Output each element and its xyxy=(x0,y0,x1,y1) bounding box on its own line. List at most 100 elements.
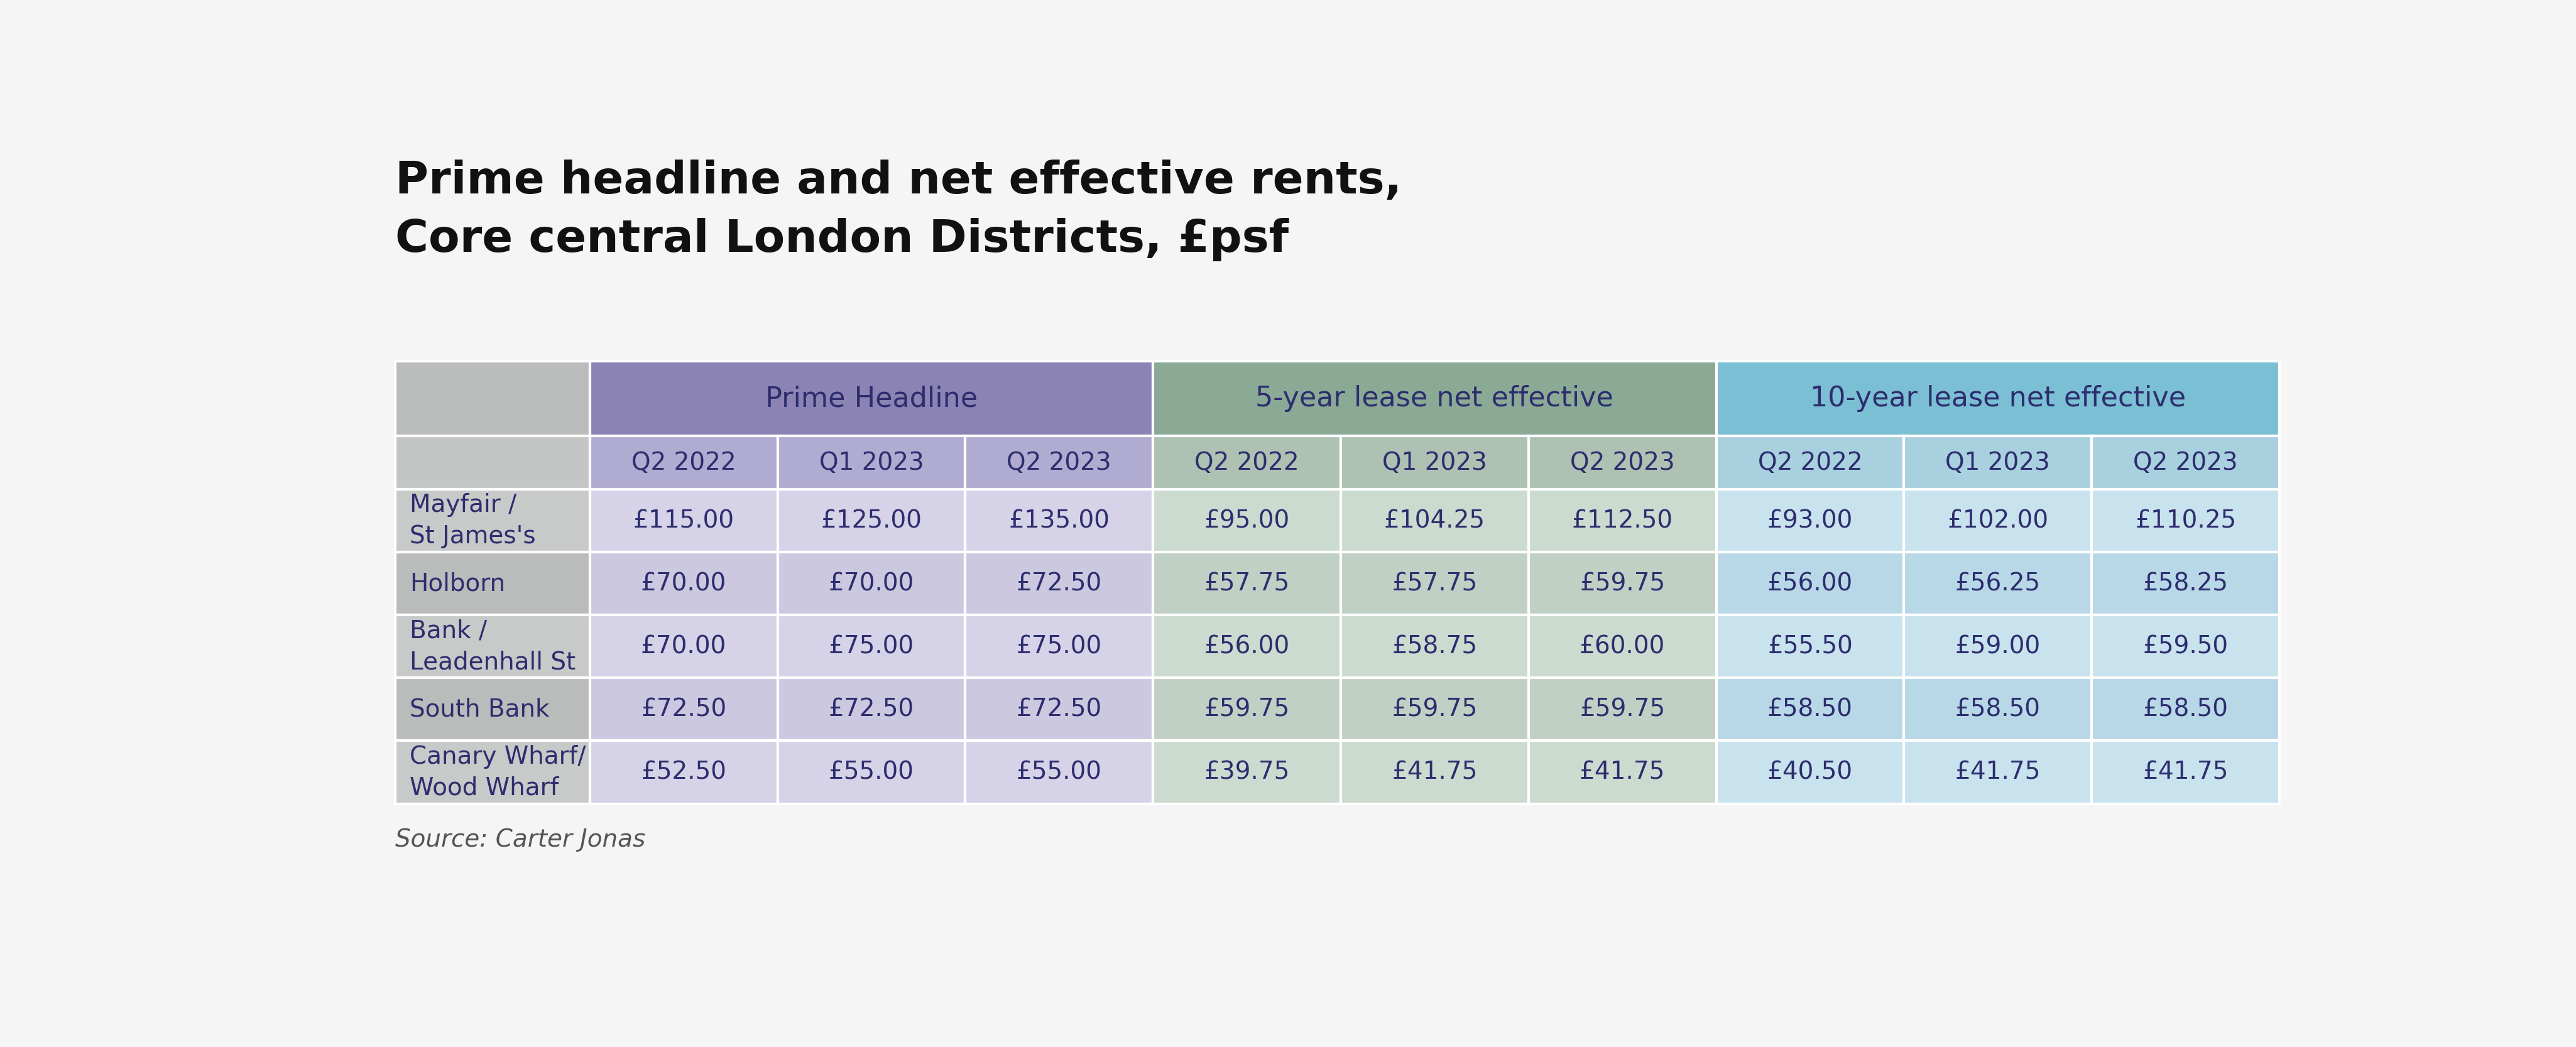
Bar xyxy=(966,677,1154,741)
Text: Q2 2023: Q2 2023 xyxy=(1007,451,1110,474)
Bar xyxy=(1154,741,1340,804)
Bar xyxy=(966,552,1154,615)
Text: £72.50: £72.50 xyxy=(1018,697,1103,721)
Bar xyxy=(1716,677,1904,741)
Bar xyxy=(2092,552,2280,615)
Bar xyxy=(778,677,966,741)
Text: £40.50: £40.50 xyxy=(1767,760,1852,784)
Text: Q1 2023: Q1 2023 xyxy=(1383,451,1486,474)
Text: £125.00: £125.00 xyxy=(822,509,922,533)
Bar xyxy=(1340,552,1528,615)
Text: £70.00: £70.00 xyxy=(641,572,726,596)
Bar xyxy=(778,552,966,615)
Bar xyxy=(2092,677,2280,741)
Text: Q2 2023: Q2 2023 xyxy=(1569,451,1674,474)
Bar xyxy=(394,489,590,552)
Bar xyxy=(1528,552,1716,615)
Text: £59.00: £59.00 xyxy=(1955,634,2040,659)
Bar xyxy=(1716,615,1904,677)
Bar xyxy=(1154,615,1340,677)
Bar xyxy=(2092,437,2280,489)
Bar xyxy=(1904,615,2092,677)
Bar xyxy=(394,552,590,615)
Text: Source: Carter Jonas: Source: Carter Jonas xyxy=(394,828,644,851)
Text: £52.50: £52.50 xyxy=(641,760,726,784)
Bar xyxy=(590,615,778,677)
Text: £57.75: £57.75 xyxy=(1203,572,1291,596)
Text: £57.75: £57.75 xyxy=(1391,572,1479,596)
Text: £56.00: £56.00 xyxy=(1767,572,1852,596)
Bar xyxy=(1716,741,1904,804)
Text: £56.25: £56.25 xyxy=(1955,572,2040,596)
Bar xyxy=(966,741,1154,804)
Bar xyxy=(590,489,778,552)
Text: Q2 2023: Q2 2023 xyxy=(2133,451,2239,474)
Bar xyxy=(778,741,966,804)
Text: Q2 2022: Q2 2022 xyxy=(1195,451,1298,474)
Bar xyxy=(394,741,590,804)
Text: £72.50: £72.50 xyxy=(641,697,726,721)
Bar xyxy=(1904,677,2092,741)
Text: £59.75: £59.75 xyxy=(1579,572,1664,596)
Bar xyxy=(1528,489,1716,552)
Bar xyxy=(778,489,966,552)
Text: £55.00: £55.00 xyxy=(829,760,914,784)
Text: £59.50: £59.50 xyxy=(2143,634,2228,659)
Text: £72.50: £72.50 xyxy=(829,697,914,721)
Text: Prime Headline: Prime Headline xyxy=(765,385,979,413)
Bar xyxy=(2092,615,2280,677)
Text: 10-year lease net effective: 10-year lease net effective xyxy=(1811,385,2187,413)
Text: 5-year lease net effective: 5-year lease net effective xyxy=(1255,385,1613,413)
Bar xyxy=(1340,615,1528,677)
Text: £59.75: £59.75 xyxy=(1579,697,1664,721)
Bar xyxy=(966,437,1154,489)
Bar xyxy=(1528,677,1716,741)
Text: £115.00: £115.00 xyxy=(634,509,734,533)
Bar xyxy=(590,677,778,741)
Text: Q1 2023: Q1 2023 xyxy=(1945,451,2050,474)
Text: £95.00: £95.00 xyxy=(1203,509,1291,533)
Bar xyxy=(966,615,1154,677)
Text: £75.00: £75.00 xyxy=(1018,634,1103,659)
Text: £55.00: £55.00 xyxy=(1018,760,1103,784)
Bar xyxy=(1340,437,1528,489)
Bar xyxy=(1716,489,1904,552)
Text: £93.00: £93.00 xyxy=(1767,509,1852,533)
Text: £58.50: £58.50 xyxy=(2143,697,2228,721)
Text: Prime headline and net effective rents,
Core central London Districts, £psf: Prime headline and net effective rents, … xyxy=(394,159,1401,262)
Bar xyxy=(1340,489,1528,552)
Bar xyxy=(1904,552,2092,615)
Text: £75.00: £75.00 xyxy=(829,634,914,659)
Text: £112.50: £112.50 xyxy=(1571,509,1672,533)
Text: £135.00: £135.00 xyxy=(1010,509,1110,533)
Bar xyxy=(1154,489,1340,552)
Bar xyxy=(1904,489,2092,552)
Text: £59.75: £59.75 xyxy=(1391,697,1479,721)
Text: £58.50: £58.50 xyxy=(1767,697,1852,721)
Bar xyxy=(2092,741,2280,804)
Bar xyxy=(778,437,966,489)
Bar xyxy=(590,437,778,489)
Bar xyxy=(1528,437,1716,489)
Bar xyxy=(1528,615,1716,677)
Text: Holborn: Holborn xyxy=(410,572,505,596)
Bar xyxy=(1154,361,1716,437)
Text: £102.00: £102.00 xyxy=(1947,509,2048,533)
Bar xyxy=(1154,677,1340,741)
Text: £72.50: £72.50 xyxy=(1018,572,1103,596)
Text: £58.25: £58.25 xyxy=(2143,572,2228,596)
Text: £70.00: £70.00 xyxy=(829,572,914,596)
Bar xyxy=(590,361,1154,437)
Bar xyxy=(394,437,590,489)
Text: Q2 2022: Q2 2022 xyxy=(1757,451,1862,474)
Text: £41.75: £41.75 xyxy=(2143,760,2228,784)
Text: £60.00: £60.00 xyxy=(1579,634,1664,659)
Text: Q2 2022: Q2 2022 xyxy=(631,451,737,474)
Text: £41.75: £41.75 xyxy=(1579,760,1664,784)
Bar xyxy=(966,489,1154,552)
Bar xyxy=(1904,437,2092,489)
Bar xyxy=(1154,437,1340,489)
Bar xyxy=(2092,489,2280,552)
Bar xyxy=(778,615,966,677)
Text: South Bank: South Bank xyxy=(410,697,549,721)
